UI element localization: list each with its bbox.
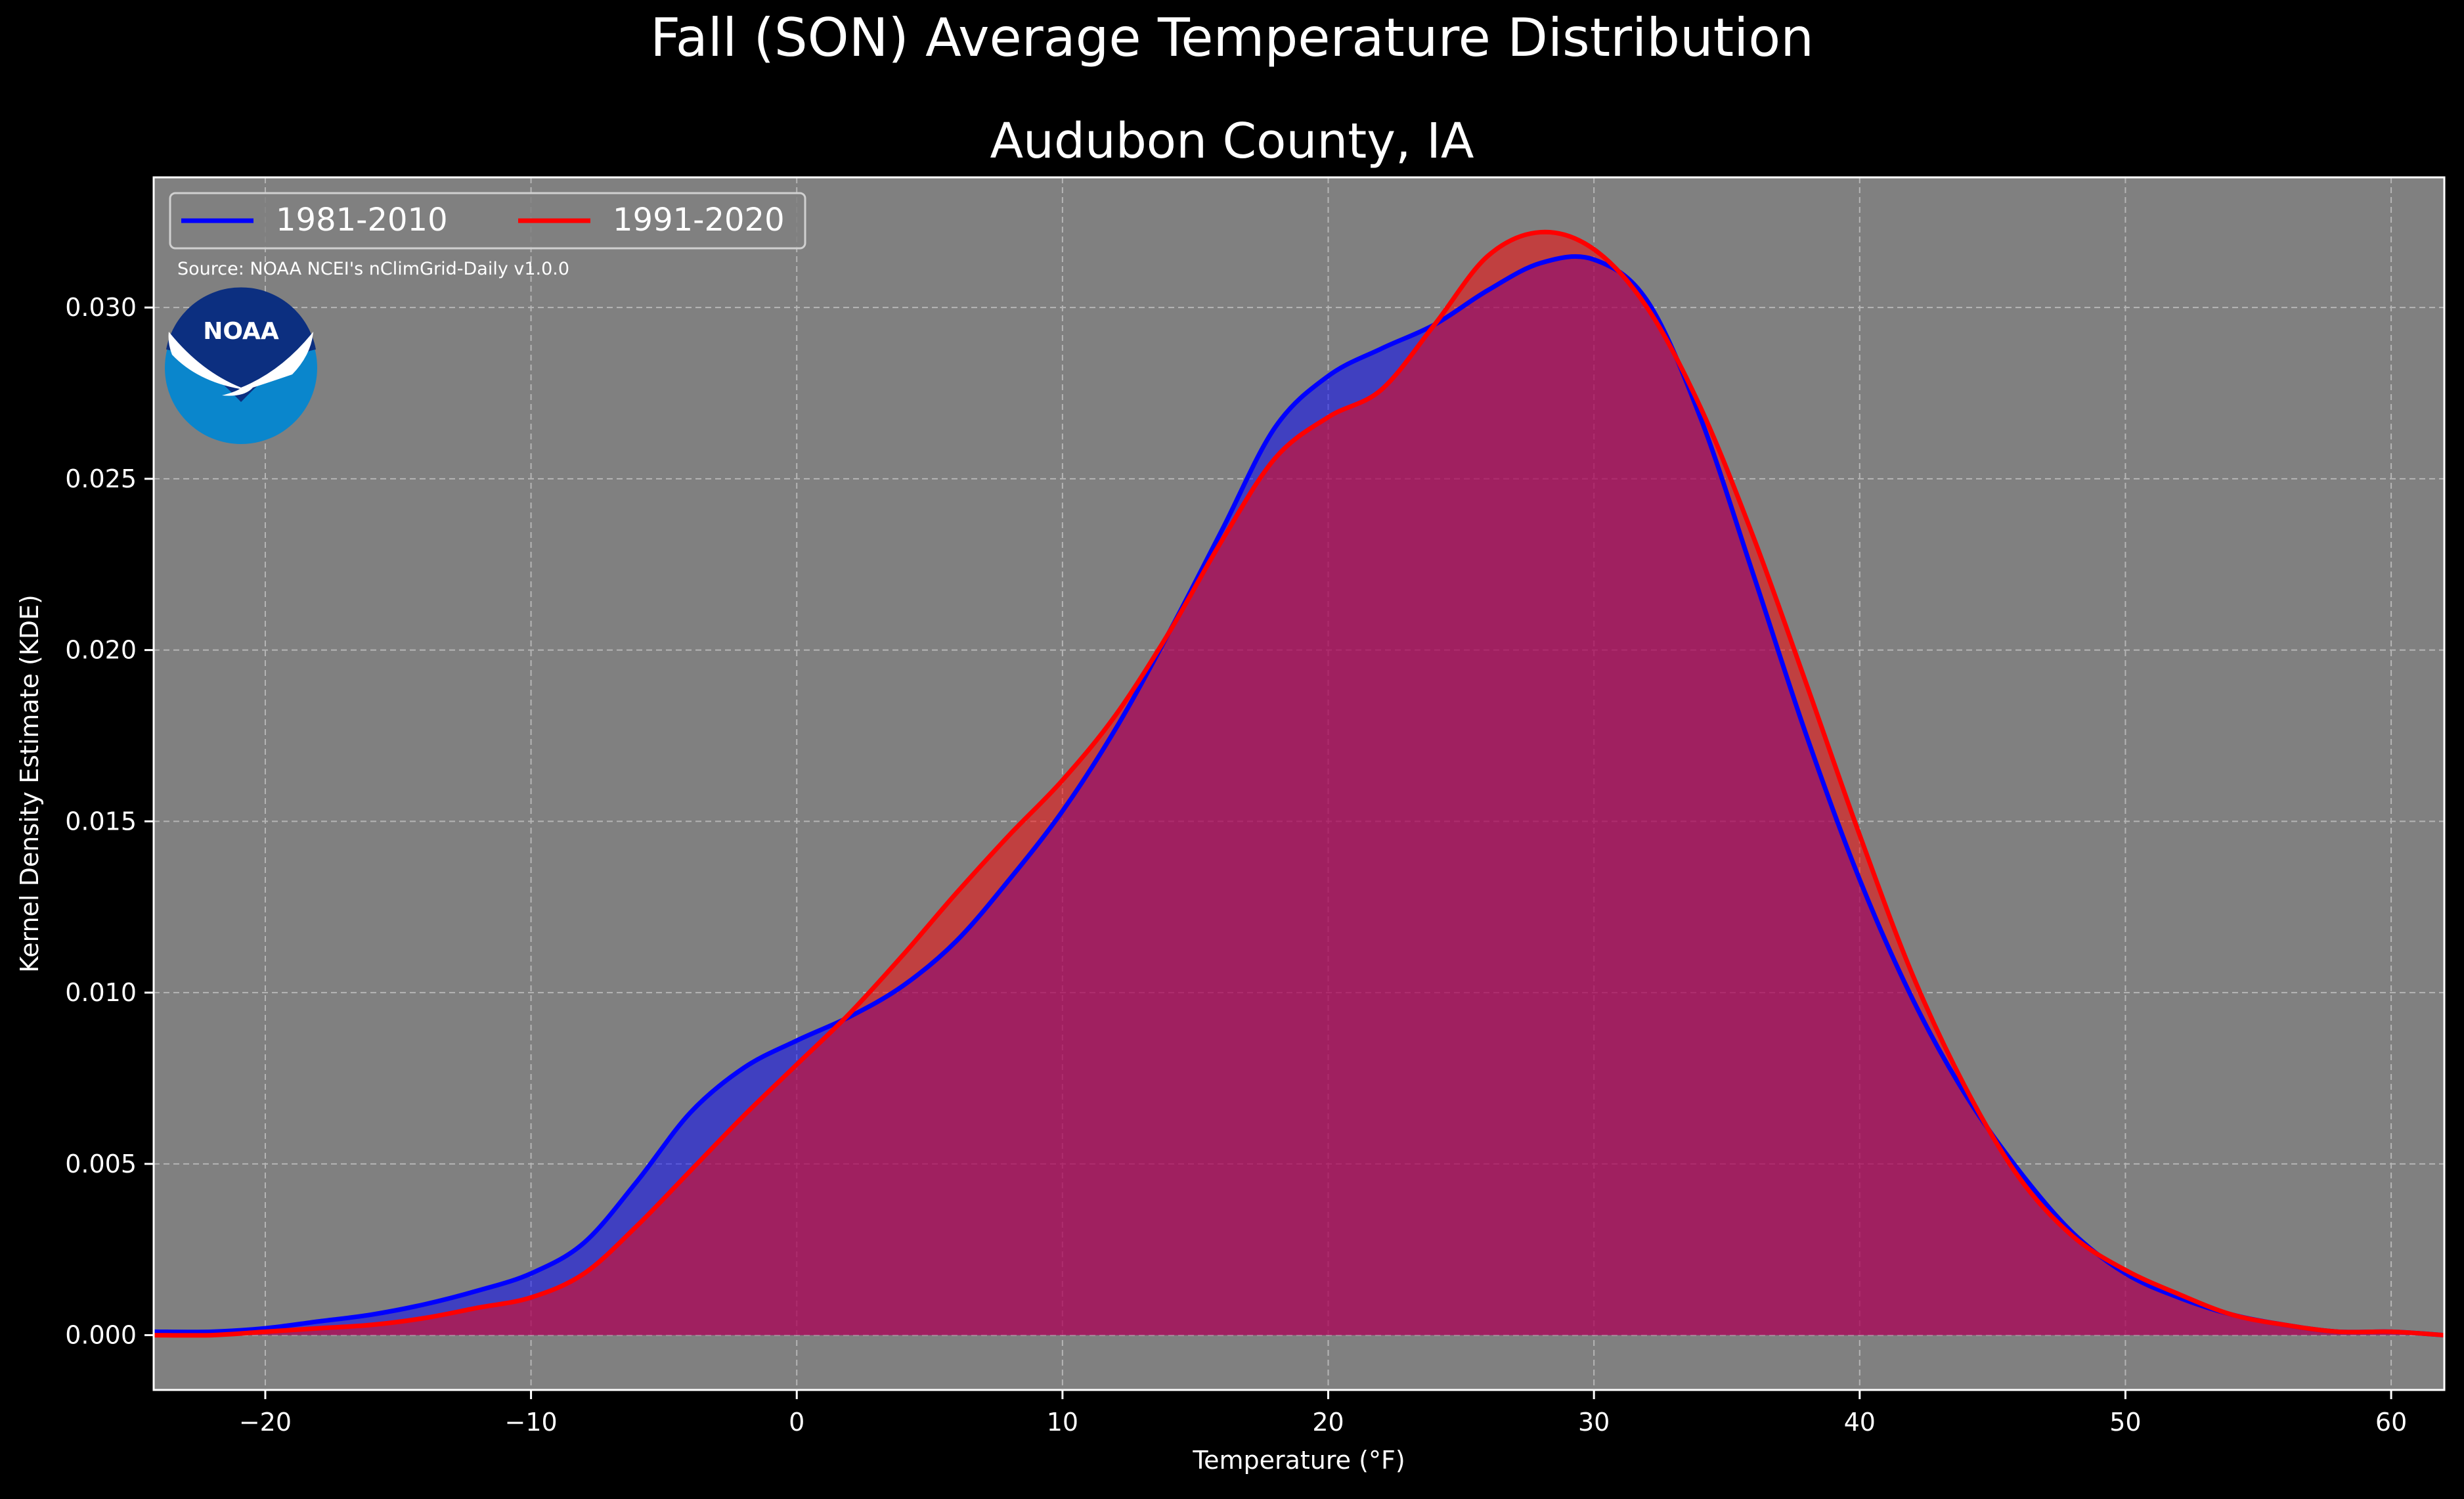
y-tick-label: 0.020 [65,636,137,665]
x-tick-label: −20 [239,1408,292,1437]
y-tick-label: 0.015 [65,807,137,836]
density-area-1991-2020 [154,232,2444,1335]
x-tick-label: 10 [1047,1408,1078,1437]
y-tick-label: 0.025 [65,464,137,493]
density-lines [153,229,2445,1338]
legend-label-1981-2010: 1981-2010 [276,202,448,238]
x-tick-label: 30 [1578,1408,1610,1437]
chart-subtitle: Audubon County, IA [990,113,1474,169]
legend: 1981-2010 1991-2020 [169,192,806,250]
legend-box [169,192,806,250]
x-tick-label: 40 [1844,1408,1876,1437]
chart-title: Fall (SON) Average Temperature Distribut… [650,7,1814,68]
x-axis-label: Temperature (°F) [1192,1446,1405,1475]
noaa-logo-top [166,287,316,402]
noaa-logo-text: NOAA [203,318,279,345]
legend-label-1991-2020: 1991-2020 [613,202,785,238]
noaa-logo: NOAA [165,287,317,444]
plot-frame [152,176,2446,1391]
source-note: Source: NOAA NCEI's nClimGrid-Daily v1.0… [177,259,569,279]
x-tick-label: −10 [504,1408,557,1437]
y-tick-label: 0.005 [65,1150,137,1178]
y-tick-label: 0.030 [65,293,137,322]
y-tick-label: 0.000 [65,1321,137,1350]
noaa-logo-gull [168,332,313,396]
x-tick-label: 60 [2375,1408,2407,1437]
x-tick-label: 0 [789,1408,804,1437]
density-line-1991-2020 [153,229,2445,1338]
y-axis-ticks: 0.000 0.005 0.010 0.015 0.020 0.025 0.030 [65,293,154,1350]
density-line-1981-2010 [153,254,2445,1338]
x-tick-label: 50 [2109,1408,2141,1437]
x-tick-label: 20 [1312,1408,1344,1437]
x-axis-ticks: −20 −10 0 10 20 30 40 50 60 [239,1390,2407,1437]
y-tick-label: 0.010 [65,978,137,1007]
y-axis-label: Kernel Density Estimate (KDE) [15,594,44,973]
density-areas [154,232,2444,1335]
